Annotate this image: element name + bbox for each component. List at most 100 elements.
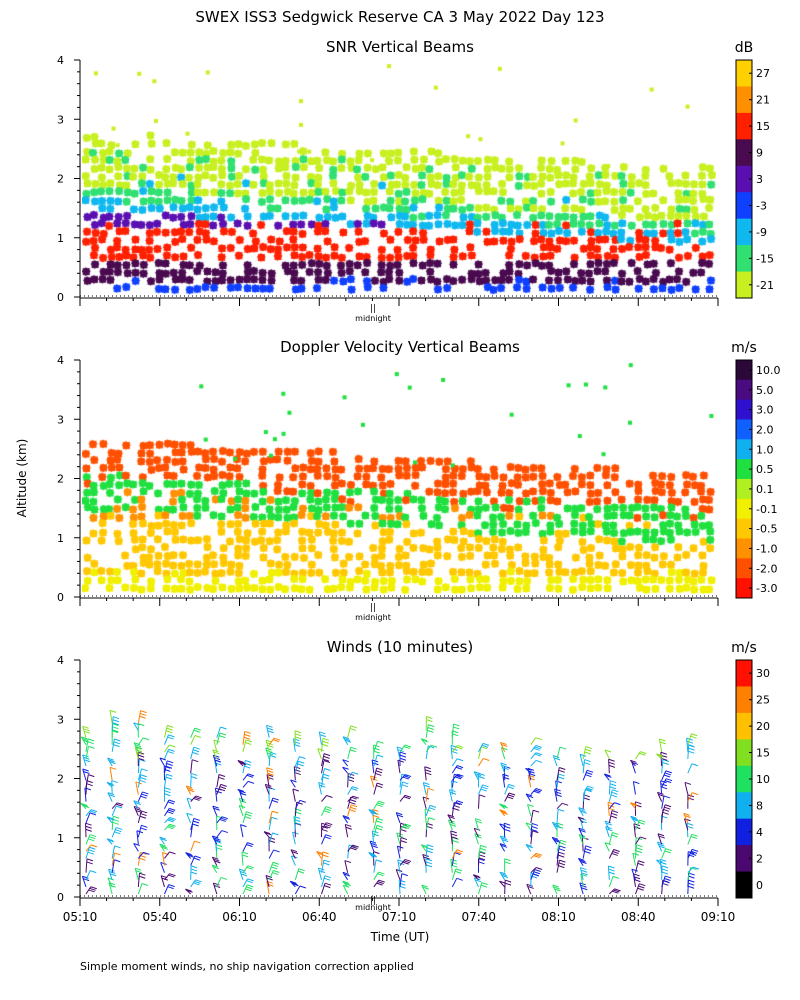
wind-barb: [190, 823, 199, 838]
wind-barb: [473, 771, 483, 781]
wind-barb: [289, 880, 299, 888]
time-tick-label: 07:10: [382, 910, 417, 924]
wind-barb: [630, 815, 639, 824]
wind-barb: [530, 830, 539, 845]
wind-barb: [399, 858, 412, 866]
colorbar-tick-label: -3: [756, 199, 767, 212]
wind-barb: [164, 734, 175, 745]
doppler-panel-title: Doppler Velocity Vertical Beams: [280, 338, 520, 356]
wind-barb: [159, 843, 168, 852]
colorbar-swatch: [736, 578, 752, 599]
winds-panel: Winds (10 minutes) 0 1 2 3 4 || midnight m/s…: [57, 638, 770, 924]
footnote: Simple moment winds, no ship navigation …: [80, 960, 414, 973]
wind-barb: [185, 888, 193, 895]
wind-barb: [347, 795, 359, 802]
wind-barb: [111, 780, 118, 795]
wind-barb: [294, 885, 307, 895]
wind-barb: [321, 760, 331, 774]
wind-barb: [265, 739, 274, 752]
wind-barb: [347, 746, 357, 760]
wind-barb: [290, 779, 297, 788]
wind-barb: [164, 760, 174, 774]
time-tick-label: 05:40: [142, 910, 177, 924]
wind-barb: [85, 809, 98, 817]
wind-barb: [556, 746, 567, 760]
colorbar-swatch: [736, 765, 752, 793]
snr-colorbar: 27 21 15 9 3 -3 -9 -15 -21: [735, 59, 774, 299]
wind-barb: [342, 766, 349, 774]
wind-barb: [608, 810, 619, 824]
wind-barb: [420, 844, 429, 852]
wind-barb: [137, 810, 148, 824]
wind-barb: [425, 858, 433, 873]
wind-barb: [137, 824, 148, 838]
wind-barb: [347, 844, 359, 852]
wind-barb: [608, 875, 620, 888]
y-tick-label: 0: [57, 291, 64, 304]
wind-barb: [211, 864, 220, 873]
wind-barb: [111, 827, 123, 838]
heatmap-image: [82, 60, 716, 295]
wind-barb: [111, 852, 121, 866]
time-axis-label: Time (UT): [370, 930, 430, 944]
wind-barb: [530, 809, 540, 824]
wind-barb: [399, 781, 409, 795]
wind-barb: [472, 874, 481, 881]
wind-barb: [216, 876, 228, 888]
wind-barb: [425, 716, 433, 731]
wind-barb: [344, 823, 352, 838]
wind-barb: [164, 744, 176, 753]
wind-barb: [190, 855, 201, 866]
wind-barb: [106, 838, 115, 845]
wind-barb: [369, 840, 378, 852]
wind-barb: [500, 747, 508, 760]
colorbar-tick-label: 3.0: [756, 404, 774, 417]
wind-barb: [499, 880, 506, 888]
wind-barb: [578, 827, 586, 838]
wind-barb: [242, 865, 255, 873]
wind-barb: [530, 852, 543, 859]
wind-barb: [321, 834, 332, 845]
wind-barb: [551, 836, 561, 845]
colorbar-swatch: [736, 518, 752, 539]
wind-barb: [658, 738, 667, 752]
wind-barb: [635, 860, 645, 873]
wind-barb: [500, 762, 509, 774]
wind-barb: [661, 865, 669, 880]
wind-barb: [80, 802, 90, 810]
wind-barb: [190, 817, 200, 831]
wind-barb: [474, 833, 482, 845]
y-tick-label: 1: [57, 832, 64, 845]
wind-barb: [85, 844, 98, 852]
wind-barb: [317, 748, 324, 760]
wind-barb: [608, 831, 619, 845]
colorbar-swatch: [736, 686, 752, 714]
wind-barb: [109, 709, 117, 724]
wind-barb: [579, 753, 587, 767]
wind-barb: [321, 768, 331, 781]
wind-barb: [342, 815, 351, 824]
colorbar-tick-label: 0.1: [756, 483, 774, 496]
wind-barb: [85, 886, 97, 895]
wind-barb: [294, 730, 302, 745]
wind-barb: [108, 882, 116, 895]
wind-barb: [447, 814, 455, 824]
wind-barb: [268, 832, 279, 845]
wind-barb: [242, 730, 251, 745]
wind-barb: [684, 781, 692, 795]
wind-barb: [604, 820, 613, 831]
wind-barb: [634, 801, 642, 816]
doppler-midnight-mark: ||: [370, 603, 376, 613]
wind-barb: [635, 844, 643, 859]
wind-barb: [159, 836, 167, 845]
wind-barb: [321, 806, 332, 817]
wind-barb: [499, 843, 508, 852]
wind-barb: [552, 755, 561, 767]
wind-barb: [451, 773, 464, 781]
winds-colorbar-unit: m/s: [731, 640, 757, 656]
colorbar-tick-label: 0.5: [756, 463, 774, 476]
wind-barb: [525, 843, 534, 852]
wind-barb: [556, 767, 566, 781]
wind-barb: [499, 835, 509, 845]
